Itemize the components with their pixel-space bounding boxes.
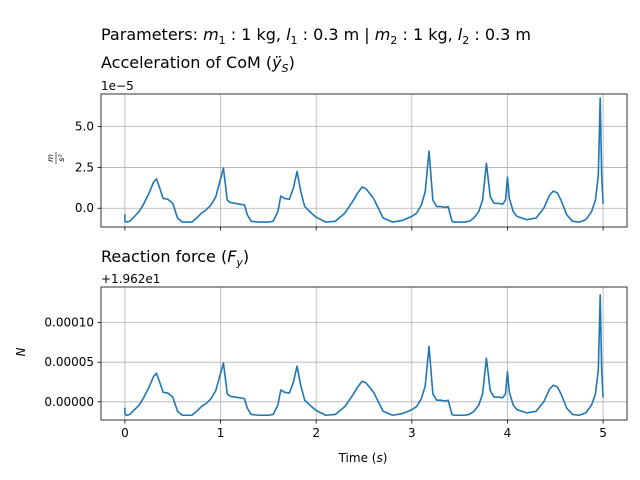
reaction-force-xtick-label: 0 [121,426,129,440]
acceleration-offset-text: 1e−5 [101,79,134,93]
reaction-force-xtick-label: 2 [312,426,320,440]
reaction-force-xtick-label: 1 [217,426,225,440]
acceleration-axes-frame [100,93,628,228]
acceleration-series-line [124,97,604,223]
acceleration-ylabel-denominator: s² [57,154,66,162]
reaction-force-axes-frame [100,286,628,421]
reaction-force-xtick-label: 4 [504,426,512,440]
acceleration-ytick-label: 2.5 [75,160,94,174]
reaction-force-xtick-label: 5 [599,426,607,440]
reaction-force-axes: 0 1 2 3 4 5 0.00000 0.00005 0.00010 [44,286,628,440]
reaction-force-ytick-label: 0.00010 [44,316,94,330]
time-xlabel: Time (s) [338,451,388,465]
acceleration-ytick-label: 0.0 [75,201,94,215]
reaction-force-chart-title: Reaction force (Fy) [101,247,249,269]
acceleration-chart-title: Acceleration of CoM (ÿS) [101,53,295,75]
reaction-force-ytick-label: 0.00005 [44,355,94,369]
acceleration-ylabel: m s² [46,152,66,164]
acceleration-axes: 0.0 2.5 5.0 [75,93,628,231]
reaction-force-offset-text: +1.962e1 [101,272,160,286]
reaction-force-series-line [124,294,604,417]
acceleration-ylabel-numerator: m [46,154,55,162]
reaction-force-ylabel: N [14,347,28,356]
acceleration-ytick-label: 5.0 [75,120,94,134]
reaction-force-xtick-label: 3 [408,426,416,440]
figure-suptitle: Parameters: m1 : 1 kg, l1 : 0.3 m | m2 :… [101,25,531,47]
reaction-force-ytick-label: 0.00000 [44,395,94,409]
